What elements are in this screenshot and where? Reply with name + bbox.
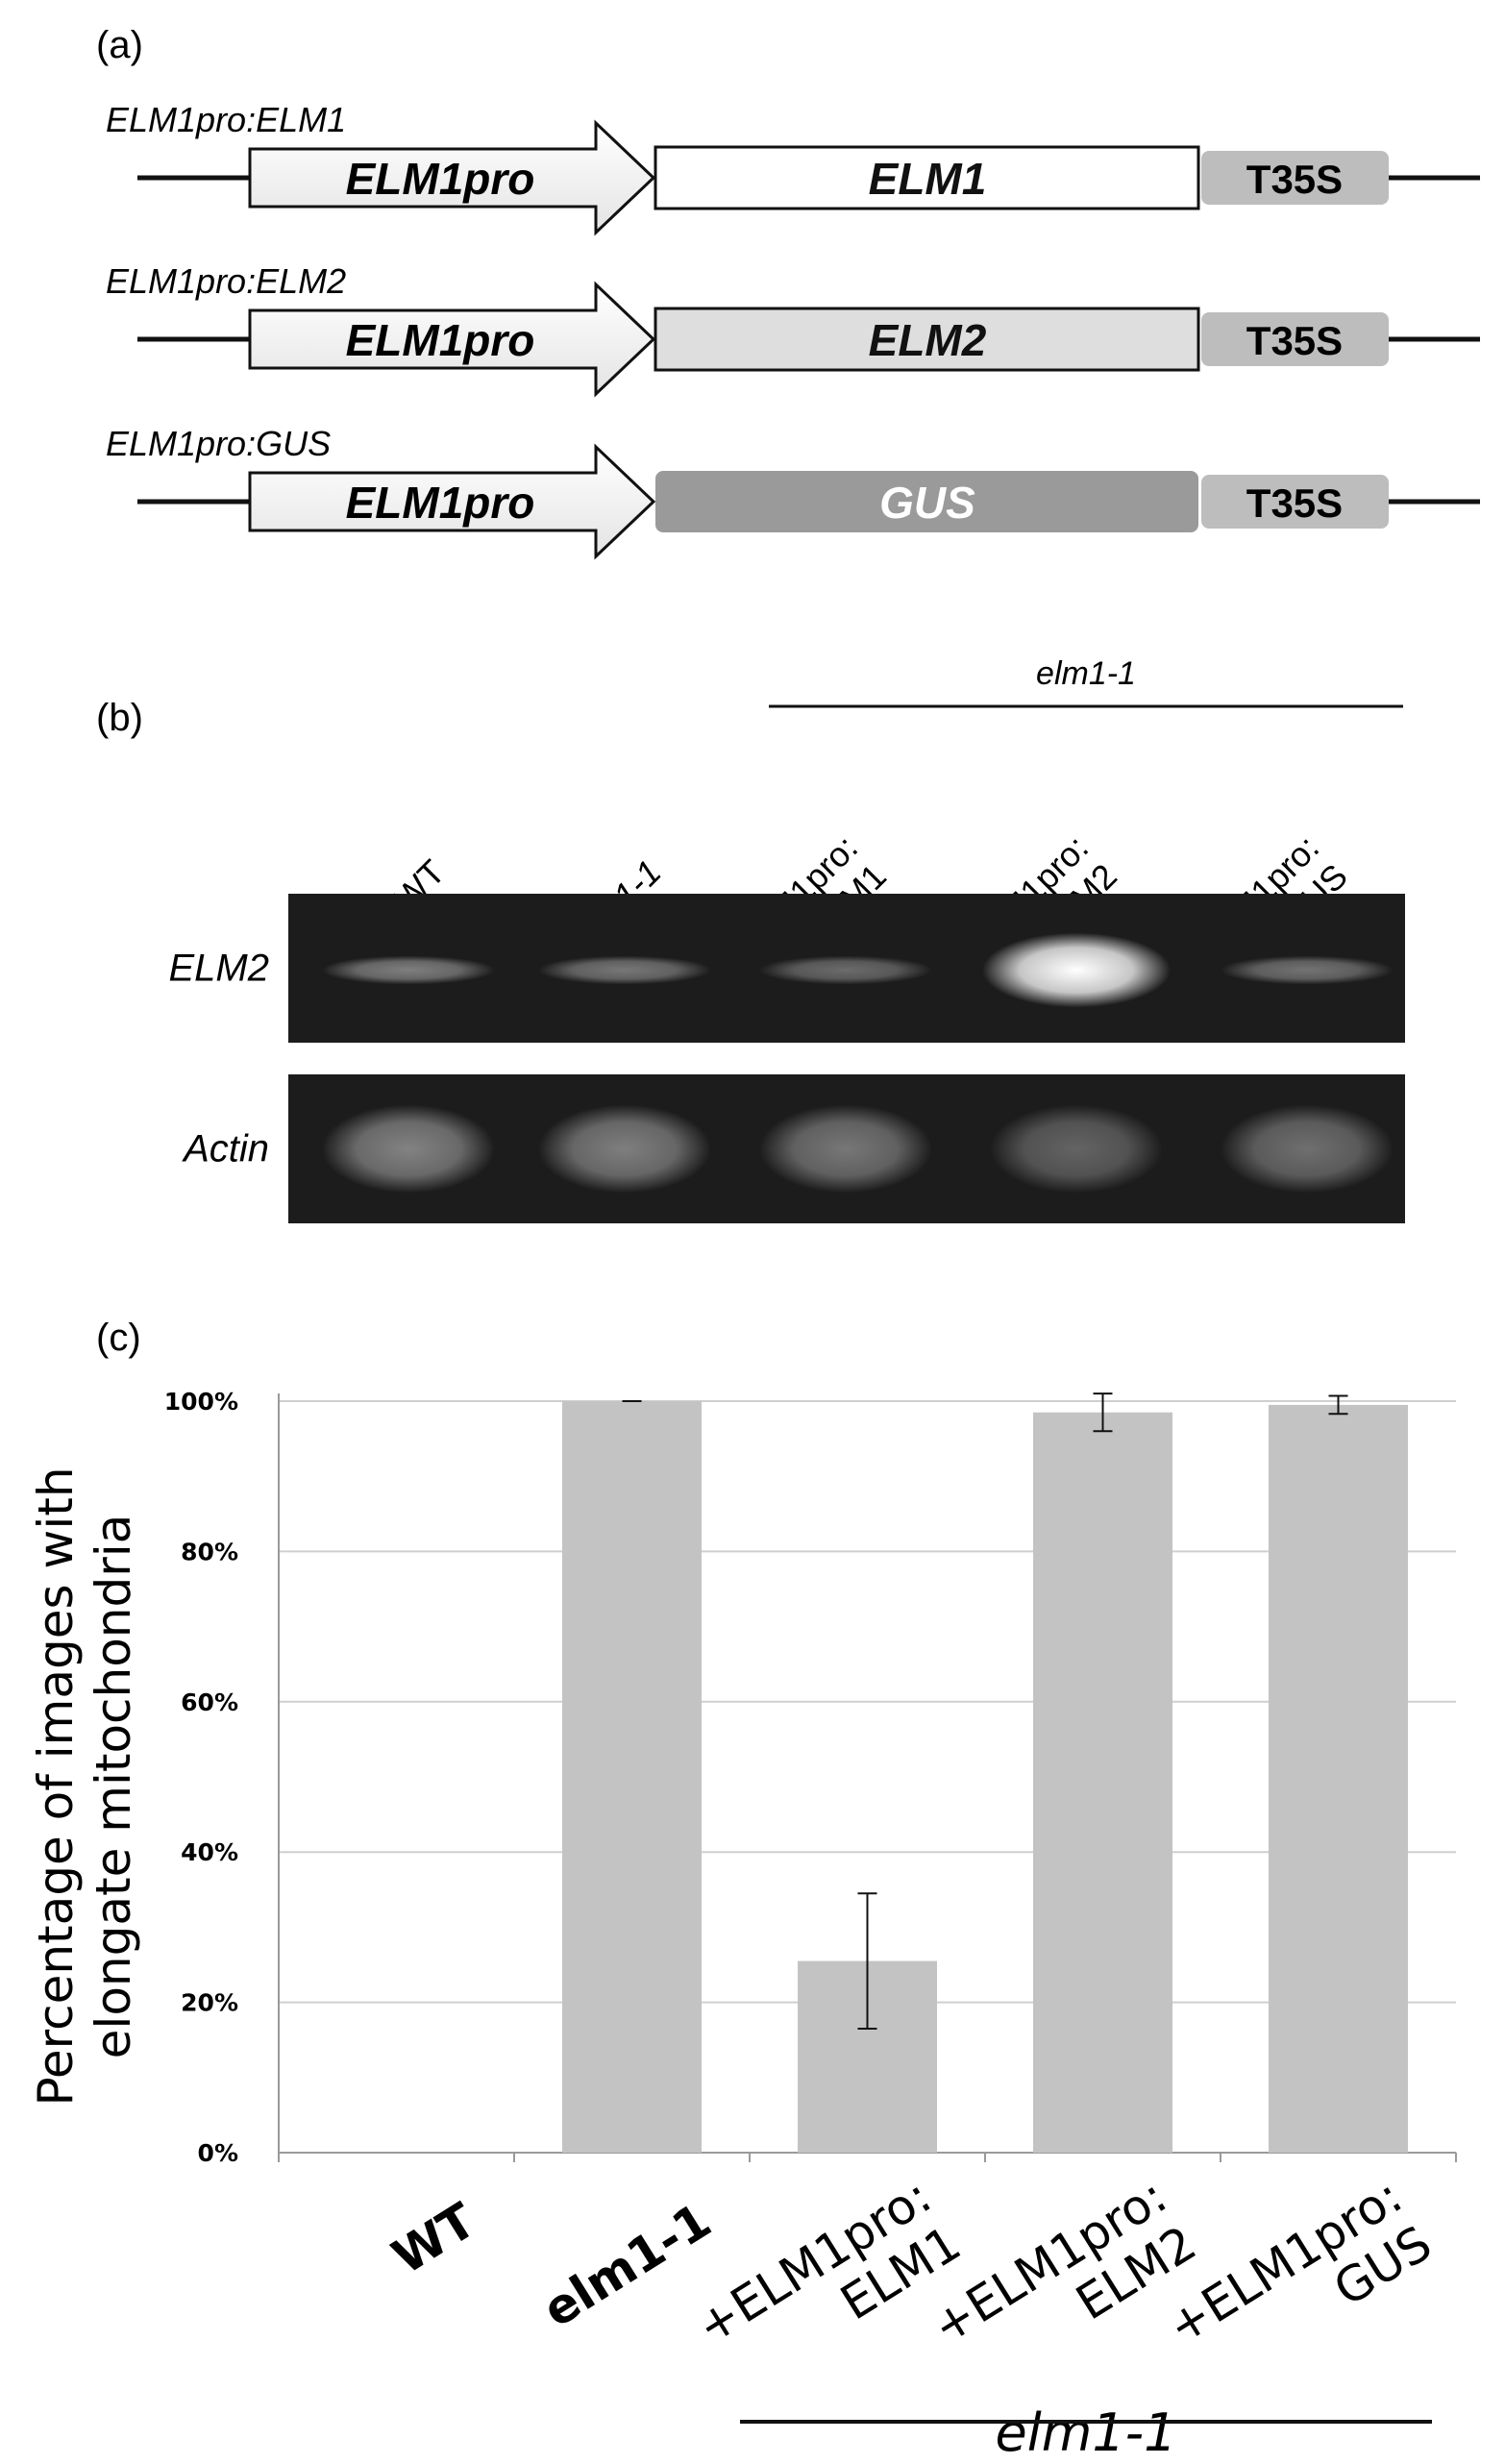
promoter-arrow <box>248 281 656 398</box>
chart-group-label: elm1-1 <box>995 2402 1176 2463</box>
gel-band <box>982 932 1171 1008</box>
construct-title: ELM1pro:ELM2 <box>106 261 346 301</box>
promoter-arrow <box>248 119 656 236</box>
panel-b-label: (b) <box>96 697 143 739</box>
construct-title: ELM1pro:GUS <box>106 424 331 463</box>
x-tick-label: +ELM1pro:ELM2 <box>923 2168 1206 2402</box>
terminator-box <box>1201 475 1389 529</box>
gel-band <box>322 1104 495 1194</box>
gene-label: ELM2 <box>869 315 987 365</box>
gel-band <box>1221 1104 1394 1194</box>
gel-band <box>990 1104 1163 1194</box>
gene-box <box>654 307 1200 372</box>
gene-box <box>654 145 1200 210</box>
x-tick-label: +ELM1pro:ELM1 <box>687 2168 971 2402</box>
bar-chart: 0%20%40%60%80%100%WT elm1-1+ELM1pro:ELM1+… <box>28 1388 1457 2402</box>
y-tick-label: 80% <box>181 1538 238 1565</box>
gel-band <box>538 955 711 985</box>
gel-row-label: ELM2 <box>169 948 270 990</box>
promoter-label: ELM1pro <box>346 154 535 204</box>
gel-band <box>759 1104 932 1194</box>
gene-label: ELM1 <box>869 154 987 204</box>
panel-c-label: (c) <box>96 1317 141 1359</box>
y-tick-label: 0% <box>198 2139 238 2167</box>
terminator-box <box>1201 312 1389 366</box>
terminator-label: T35S <box>1246 318 1343 363</box>
gel-actin: Actin <box>182 1074 1405 1223</box>
promoter-label: ELM1pro <box>346 478 535 528</box>
terminator-box <box>1201 151 1389 205</box>
promoter-label: ELM1pro <box>346 315 535 365</box>
panel-a-label: (a) <box>96 24 143 66</box>
y-axis-label: Percentage of images withelongate mitoch… <box>28 1466 141 2106</box>
y-tick-label: 100% <box>164 1388 238 1416</box>
gel-row-label: Actin <box>182 1128 269 1170</box>
y-tick-label: 20% <box>181 1989 238 2017</box>
gel-band <box>322 955 495 985</box>
bar <box>562 1401 702 2153</box>
gel-band <box>759 955 932 985</box>
gel-band <box>538 1104 711 1194</box>
bar <box>1269 1404 1408 2153</box>
construct-title: ELM1pro:ELM1 <box>106 100 346 139</box>
promoter-arrow <box>248 443 656 560</box>
panel-b-group-label: elm1-1 <box>1036 655 1136 692</box>
panel-c: (c) 0%20%40%60%80%100%WT elm1-1+ELM1pro:E… <box>28 1317 1457 2463</box>
gel-band <box>1221 955 1394 985</box>
bar <box>1033 1412 1172 2153</box>
construct-gus: ELM1pro:GUS ELM1pro GUS T35S <box>106 424 1480 560</box>
x-tick-label: +ELM1pro:GUS <box>1158 2168 1442 2402</box>
y-tick-label: 60% <box>181 1688 238 1716</box>
gene-box <box>655 471 1198 532</box>
terminator-label: T35S <box>1246 480 1343 526</box>
gene-label: GUS <box>879 478 975 528</box>
gels: ELM2 Actin <box>169 894 1405 1223</box>
gel-elm2: ELM2 <box>169 894 1405 1043</box>
terminator-label: T35S <box>1246 157 1343 202</box>
panel-b: (b) elm1-1 WTelm1-1+ELM1pro:ELM1+ELM1pro… <box>96 655 1405 1223</box>
y-tick-label: 40% <box>181 1838 238 1866</box>
x-tick-label: WT <box>382 2192 484 2284</box>
